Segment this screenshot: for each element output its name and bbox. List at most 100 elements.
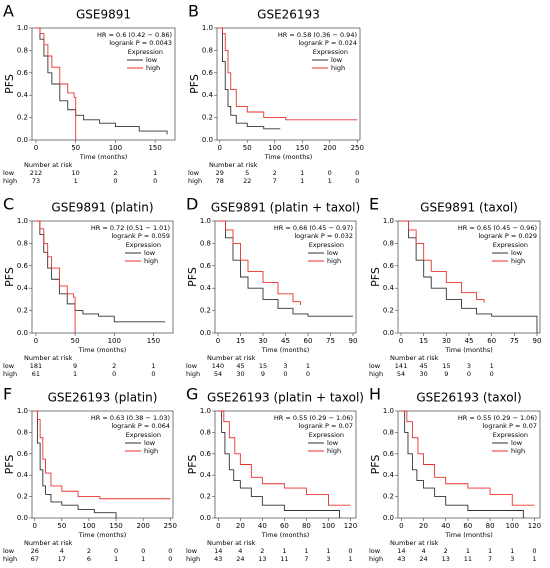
legend-label: low (144, 249, 156, 257)
risk-count: 0 (306, 370, 310, 378)
y-tick-label: 1.0 (200, 407, 211, 415)
risk-title: Number at risk (24, 354, 73, 362)
risk-count: 181 (30, 362, 42, 370)
km-curve (401, 410, 535, 506)
chart-title: GSE26193 (257, 8, 320, 22)
legend-label: high (144, 447, 158, 455)
risk-count: 67 (31, 555, 39, 563)
y-tick-label: 0.4 (383, 284, 395, 292)
risk-count: 24 (236, 555, 244, 563)
x-tick-label: 100 (506, 522, 519, 530)
risk-title: Number at risk (390, 539, 439, 547)
risk-count: 0 (141, 547, 145, 555)
x-tick-label: 15 (236, 337, 245, 345)
risk-count: 1 (328, 177, 332, 185)
x-axis-label: Time (months) (264, 153, 313, 161)
y-tick-label: 1.0 (17, 407, 28, 415)
x-tick-label: 90 (533, 337, 542, 345)
legend-title: Expression (493, 241, 528, 249)
y-axis-label: PFS (3, 74, 16, 94)
x-tick-label: 45 (281, 337, 290, 345)
risk-count: 1 (466, 547, 470, 555)
y-axis-label: PFS (369, 455, 382, 475)
chart-title: GSE9891 (76, 8, 131, 22)
x-tick-label: 15 (419, 337, 428, 345)
risk-title: Number at risk (209, 161, 258, 169)
y-tick-label: 0.6 (17, 450, 29, 458)
risk-count: 1 (306, 362, 310, 370)
logrank-text: logrank P = 0.07 (299, 422, 354, 430)
risk-count: 30 (236, 370, 244, 378)
y-axis-label: PFS (188, 74, 201, 94)
x-tick-label: 150 (147, 337, 160, 345)
x-tick-label: 40 (258, 522, 267, 530)
km-curve (218, 410, 351, 506)
risk-row-label: high (186, 555, 200, 563)
x-tick-label: 60 (487, 337, 496, 345)
km-curve (401, 410, 524, 518)
y-tick-label: 0.6 (383, 450, 395, 458)
y-tick-label: 1.0 (202, 24, 213, 32)
risk-count: 0 (283, 370, 287, 378)
x-tick-label: 50 (71, 337, 80, 345)
risk-count: 0 (490, 370, 494, 378)
legend-title: Expression (309, 241, 344, 249)
legend-label: high (331, 64, 345, 72)
y-tick-label: 0.4 (202, 91, 214, 99)
risk-count: 2 (444, 547, 448, 555)
risk-count: 78 (216, 177, 224, 185)
logrank-text: logrank P = 0.07 (483, 422, 538, 430)
y-tick-label: 0.2 (17, 114, 28, 122)
risk-count: 1 (532, 555, 536, 563)
y-tick-label: 0.2 (200, 307, 211, 315)
x-tick-label: 0 (216, 522, 220, 530)
risk-count: 4 (421, 547, 425, 555)
plot-frame (397, 410, 541, 519)
hr-text: HR = 0.65 (0.45 − 0.96) (458, 224, 537, 232)
chart-title: GSE26193 (platin + taxol) (207, 391, 364, 405)
y-tick-label: 0.2 (383, 307, 394, 315)
risk-row-label: high (186, 370, 200, 378)
hr-text: HR = 0.6 (0.42 − 0.86) (97, 31, 172, 39)
x-axis-label: Time (months) (444, 531, 493, 539)
risk-count: 0 (355, 177, 359, 185)
risk-row-label: low (186, 362, 198, 370)
y-tick-label: 0.2 (202, 114, 213, 122)
risk-count: 1 (300, 169, 304, 177)
y-tick-label: 0.6 (17, 69, 29, 77)
risk-title: Number at risk (390, 354, 439, 362)
y-tick-label: 0.0 (202, 136, 213, 144)
risk-count: 14 (397, 547, 405, 555)
chart-title: GSE26193 (platin) (48, 391, 158, 405)
x-tick-label: 0 (218, 144, 222, 152)
y-tick-label: 0.0 (383, 514, 394, 522)
x-tick-label: 100 (82, 522, 95, 530)
risk-count: 7 (273, 177, 277, 185)
legend-title: Expression (126, 241, 161, 249)
x-axis-label: Time (months) (79, 153, 128, 161)
plot-frame (216, 27, 361, 141)
risk-count: 9 (261, 370, 265, 378)
km-curve (219, 27, 358, 121)
x-tick-label: 60 (463, 522, 472, 530)
risk-row-label: low (188, 169, 200, 177)
risk-count: 43 (397, 555, 405, 563)
risk-row-label: low (186, 547, 198, 555)
km-curve (218, 410, 340, 518)
risk-count: 6 (87, 555, 91, 563)
risk-row-label: high (3, 177, 17, 185)
y-tick-label: 1.0 (17, 217, 28, 225)
legend-label: high (511, 257, 525, 265)
risk-count: 29 (216, 169, 224, 177)
y-axis-label: PFS (3, 455, 16, 475)
x-tick-label: 150 (296, 144, 309, 152)
legend-label: low (146, 56, 158, 64)
x-axis-label: Time (months) (261, 346, 310, 354)
risk-count: 2 (87, 547, 91, 555)
risk-count: 1 (153, 169, 157, 177)
y-tick-label: 0.2 (17, 493, 28, 501)
risk-count: 14 (214, 547, 222, 555)
logrank-text: logrank P = 0.0043 (109, 39, 172, 47)
